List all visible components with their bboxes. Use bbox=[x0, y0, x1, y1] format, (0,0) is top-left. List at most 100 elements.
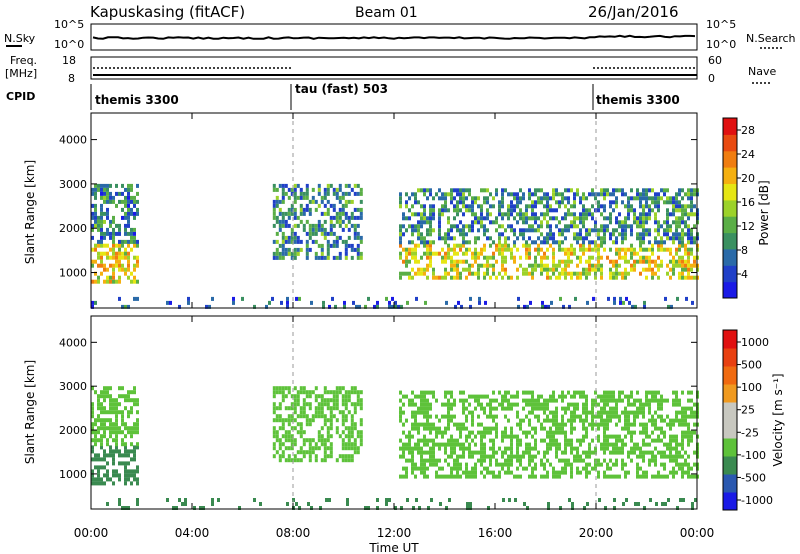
data-cell bbox=[573, 271, 576, 276]
data-cell bbox=[127, 430, 130, 435]
data-cell bbox=[468, 450, 471, 455]
data-cell bbox=[609, 259, 612, 264]
data-cell bbox=[510, 438, 513, 443]
data-cell bbox=[501, 251, 504, 256]
data-cell bbox=[642, 410, 645, 415]
data-cell bbox=[534, 414, 537, 419]
data-cell bbox=[669, 212, 672, 217]
data-cell bbox=[429, 402, 432, 407]
data-cell bbox=[594, 220, 597, 225]
data-cell bbox=[278, 211, 282, 216]
data-cell bbox=[462, 470, 465, 475]
data-cell bbox=[603, 228, 606, 233]
data-cell bbox=[675, 247, 678, 252]
data-cell bbox=[609, 236, 612, 241]
data-cell bbox=[549, 216, 552, 221]
data-cell bbox=[498, 446, 501, 451]
data-cell bbox=[305, 195, 309, 200]
data-cell bbox=[112, 219, 115, 224]
data-cell bbox=[570, 212, 573, 217]
data-cell bbox=[293, 207, 297, 212]
data-cell bbox=[344, 426, 348, 431]
data-cell bbox=[489, 470, 492, 475]
data-cell bbox=[687, 398, 690, 403]
colorbar-tick-label: 16 bbox=[741, 196, 755, 209]
data-cell bbox=[666, 200, 669, 205]
data-cell bbox=[441, 414, 444, 419]
data-cell bbox=[402, 394, 405, 399]
data-cell bbox=[549, 446, 552, 451]
data-cell bbox=[453, 275, 456, 280]
data-cell bbox=[555, 263, 558, 268]
data-cell bbox=[687, 247, 690, 252]
data-cell bbox=[531, 240, 534, 245]
data-cell bbox=[429, 212, 432, 217]
data-cell bbox=[684, 430, 687, 435]
data-cell bbox=[552, 434, 555, 439]
data-cell bbox=[519, 474, 522, 479]
data-cell bbox=[181, 502, 184, 506]
data-cell bbox=[311, 187, 315, 192]
data-cell bbox=[483, 224, 486, 229]
data-cell bbox=[353, 386, 357, 391]
data-cell bbox=[296, 402, 300, 407]
data-cell bbox=[326, 247, 330, 252]
data-cell bbox=[573, 406, 576, 411]
data-cell bbox=[100, 215, 103, 220]
data-cell bbox=[130, 199, 133, 204]
data-cell bbox=[693, 402, 696, 407]
data-cell bbox=[432, 394, 435, 399]
data-cell bbox=[338, 235, 342, 240]
data-cell bbox=[118, 386, 121, 391]
data-cell bbox=[399, 406, 402, 411]
data-cell bbox=[414, 466, 417, 471]
data-cell bbox=[332, 239, 336, 244]
data-cell bbox=[624, 462, 627, 467]
data-cell bbox=[402, 474, 405, 479]
data-cell bbox=[471, 414, 474, 419]
data-cell bbox=[666, 263, 669, 268]
data-cell bbox=[579, 232, 582, 237]
data-cell bbox=[516, 212, 519, 217]
data-cell bbox=[356, 243, 360, 248]
data-cell bbox=[525, 446, 528, 451]
data-cell bbox=[663, 200, 666, 205]
data-cell bbox=[459, 442, 462, 447]
data-cell bbox=[417, 466, 420, 471]
data-cell bbox=[298, 506, 301, 510]
data-cell bbox=[621, 192, 624, 197]
data-cell bbox=[296, 414, 300, 419]
data-cell bbox=[603, 188, 606, 193]
data-cell bbox=[498, 224, 501, 229]
data-cell bbox=[621, 275, 624, 280]
data-cell bbox=[356, 430, 360, 435]
data-cell bbox=[353, 207, 357, 212]
data-cell bbox=[615, 204, 618, 209]
data-cell bbox=[417, 422, 420, 427]
data-cell bbox=[522, 390, 525, 395]
data-cell bbox=[408, 438, 411, 443]
data-cell bbox=[613, 296, 616, 301]
data-cell bbox=[510, 251, 513, 256]
data-cell bbox=[347, 410, 351, 415]
data-cell bbox=[675, 220, 678, 225]
data-cell bbox=[447, 216, 450, 221]
data-cell bbox=[450, 450, 453, 455]
data-cell bbox=[642, 204, 645, 209]
data-cell bbox=[627, 454, 630, 459]
data-cell bbox=[579, 259, 582, 264]
data-cell bbox=[552, 470, 555, 475]
data-cell bbox=[133, 195, 136, 200]
data-cell bbox=[606, 474, 609, 479]
data-cell bbox=[681, 454, 684, 459]
data-cell bbox=[681, 446, 684, 451]
data-cell bbox=[654, 271, 657, 276]
data-cell bbox=[609, 418, 612, 423]
data-cell bbox=[666, 454, 669, 459]
data-cell bbox=[296, 430, 300, 435]
data-cell bbox=[576, 466, 579, 471]
data-cell bbox=[281, 394, 285, 399]
data-cell bbox=[507, 454, 510, 459]
data-cell bbox=[447, 442, 450, 447]
data-cell bbox=[459, 259, 462, 264]
